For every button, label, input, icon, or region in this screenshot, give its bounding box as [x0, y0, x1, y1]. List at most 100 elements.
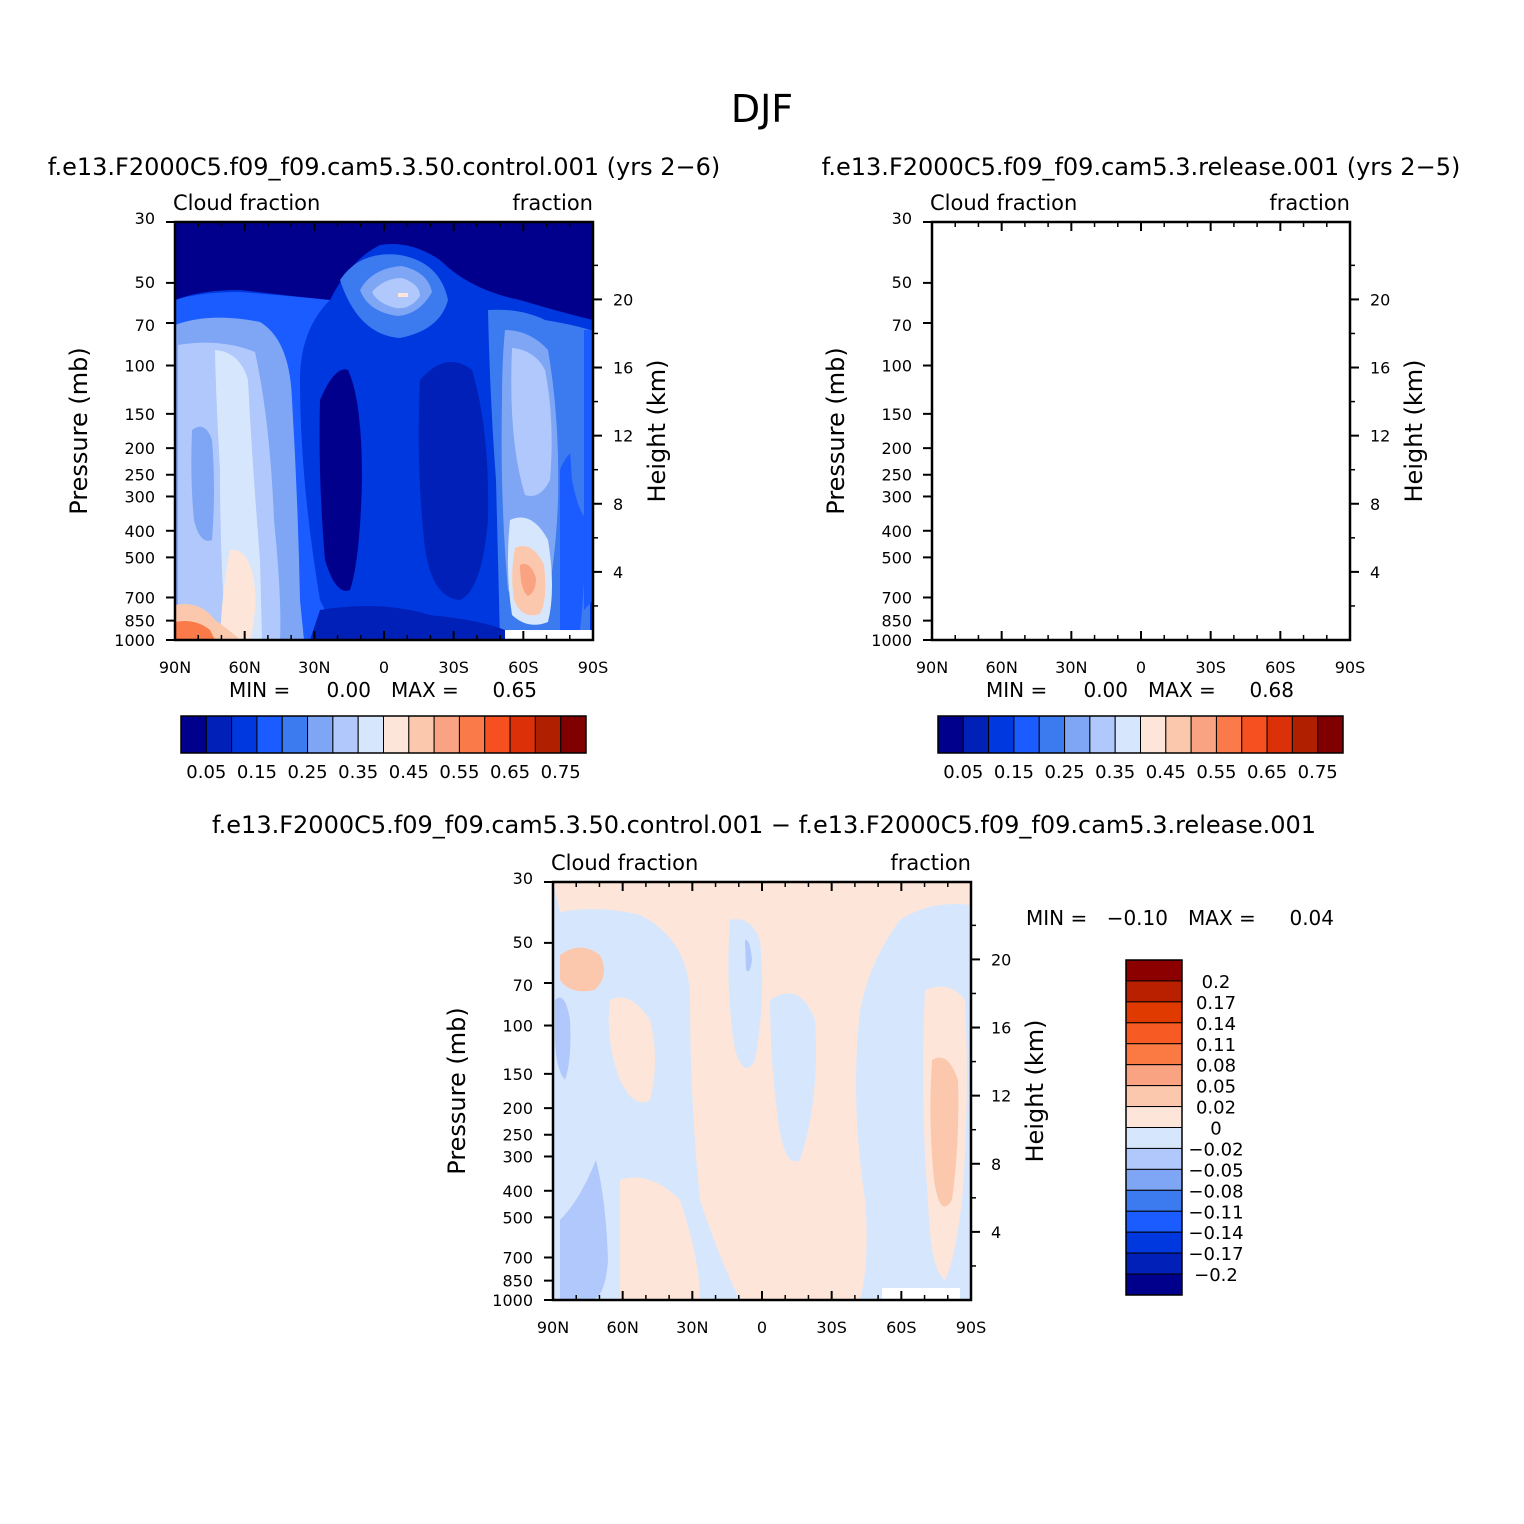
x-tick-label: 60N — [607, 1318, 639, 1337]
height-tick-label: 16 — [991, 1019, 1011, 1038]
colorbar-box — [1165, 715, 1192, 754]
y-tick-label: 150 — [881, 405, 912, 424]
colorbar-box — [534, 715, 562, 754]
colorbar-label: 0.15 — [994, 762, 1034, 783]
colorbar-box — [1125, 1085, 1183, 1108]
y-tick-label: 850 — [502, 1272, 533, 1291]
y-axis-title: Pressure (mb) — [443, 1007, 471, 1174]
height-tick-label: 8 — [1370, 495, 1380, 514]
colorbar-label: 0.75 — [1298, 762, 1338, 783]
right-axis-title: Height (km) — [1400, 360, 1428, 503]
max-label: MAX = — [1188, 906, 1256, 930]
colorbar-box — [937, 715, 964, 754]
y-tick-label: 200 — [124, 439, 155, 458]
colorbar-label: 0.35 — [1095, 762, 1135, 783]
colorbar-box — [281, 715, 309, 754]
height-tick-label: 4 — [1370, 563, 1380, 582]
y-tick-label: 850 — [881, 612, 912, 631]
colorbar-label: 0.05 — [943, 762, 983, 783]
y-tick-label: 150 — [502, 1065, 533, 1084]
colorbar-box — [1089, 715, 1116, 754]
y-tick-label: 1000 — [492, 1291, 533, 1310]
y-tick-label: 30 — [135, 209, 155, 228]
colorbar-box — [1125, 1022, 1183, 1045]
y-tick-label: 700 — [881, 588, 912, 607]
axes-layer: 90N 60N 30N 0 30S 60S 90S305070100150200250300… — [65, 209, 1428, 1337]
height-tick-label: 20 — [613, 290, 633, 309]
colorbar-box — [1125, 1273, 1183, 1296]
y-tick-label: 100 — [124, 357, 155, 376]
colorbar-box — [307, 715, 334, 754]
colorbar-box — [458, 715, 486, 754]
right-axis-title: Height (km) — [1021, 1020, 1049, 1163]
y-tick-label: 500 — [502, 1208, 533, 1227]
colorbar-label: −0.14 — [1188, 1223, 1243, 1244]
left-label: Cloud fraction — [930, 191, 1077, 215]
x-tick-label: 0 — [379, 658, 389, 677]
x-tick-label: 60S — [508, 658, 539, 677]
colorbar-box — [962, 715, 990, 754]
colorbars: 0.05 0.15 0.25 0.35 0.45 0.55 0.65 0.75 0.05 0.15… — [180, 715, 1344, 1296]
x-tick-label: 30S — [1195, 658, 1226, 677]
x-tick-label: 90S — [1335, 658, 1366, 677]
colorbar-box — [1038, 715, 1066, 754]
colorbar-label: −0.05 — [1188, 1160, 1243, 1181]
colorbar-label: 0.15 — [237, 762, 277, 783]
max-value: 0.65 — [492, 678, 537, 702]
panel-title: f.e13.F2000C5.f09_f09.cam5.3.release.001… — [822, 153, 1461, 181]
y-tick-label: 70 — [135, 316, 155, 335]
colorbar-box — [484, 715, 511, 754]
control-panel: f.e13.F2000C5.f09_f09.cam5.3.50.control.… — [48, 153, 721, 642]
min-label: MIN = — [1026, 906, 1087, 930]
colorbar-box — [357, 715, 384, 754]
colorbar-frame — [937, 715, 1344, 754]
y-tick-label: 300 — [881, 487, 912, 506]
height-tick-label: 8 — [613, 495, 623, 514]
x-tick-label: 30S — [438, 658, 469, 677]
y-tick-label: 200 — [502, 1099, 533, 1118]
height-tick-label: 12 — [1370, 427, 1390, 446]
colorbar-box — [1215, 715, 1243, 754]
height-tick-label: 4 — [991, 1223, 1001, 1242]
colorbar-label: −0.11 — [1188, 1202, 1243, 1223]
colorbar-label: 0.55 — [439, 762, 479, 783]
colorbar-box — [1114, 715, 1141, 754]
colorbar-box — [231, 715, 258, 754]
height-tick-label: 8 — [991, 1155, 1001, 1174]
min-label: MIN = — [986, 678, 1047, 702]
colorbar-label: 0.05 — [1196, 1077, 1236, 1098]
panel-title: f.e13.F2000C5.f09_f09.cam5.3.50.control.… — [212, 811, 1316, 839]
colorbar-label: 0.45 — [389, 762, 429, 783]
max-label: MAX = — [1148, 678, 1216, 702]
y-tick-label: 250 — [502, 1126, 533, 1145]
colorbar-label: 0.17 — [1196, 993, 1236, 1014]
colorbar-box — [1125, 1231, 1183, 1254]
colorbar-label: 0.35 — [338, 762, 378, 783]
x-tick-label: 90N — [537, 1318, 569, 1337]
x-tick-label: 30N — [1055, 658, 1087, 677]
axes-0: 90N 60N 30N 0 30S 60S 90S 30 50 70 100 150 200 250 300… — [65, 209, 671, 677]
colorbar-box — [1266, 715, 1293, 754]
y-tick-label: 100 — [881, 357, 912, 376]
max-label: MAX = — [391, 678, 459, 702]
colorbar-label: 0.02 — [1196, 1098, 1236, 1119]
colorbar-box — [256, 715, 283, 754]
panel-title: f.e13.F2000C5.f09_f09.cam5.3.50.control.… — [48, 153, 721, 181]
colorbar-box — [1125, 1210, 1183, 1233]
x-tick-label: 30N — [676, 1318, 708, 1337]
y-tick-label: 400 — [124, 522, 155, 541]
x-tick-label: 60S — [1265, 658, 1296, 677]
colorbar-box — [1064, 715, 1091, 754]
max-value: 0.68 — [1249, 678, 1294, 702]
height-tick-label: 20 — [1370, 290, 1390, 309]
x-tick-label: 30S — [816, 1318, 847, 1337]
x-tick-label: 0 — [1136, 658, 1146, 677]
colorbar-label: 0.11 — [1196, 1035, 1236, 1056]
colorbar-box — [1291, 715, 1319, 754]
y-tick-label: 400 — [881, 522, 912, 541]
colorbar-label: 0.65 — [1247, 762, 1287, 783]
height-tick-label: 4 — [613, 563, 623, 582]
colorbar-box — [988, 715, 1015, 754]
colorbar-label: 0.45 — [1146, 762, 1186, 783]
